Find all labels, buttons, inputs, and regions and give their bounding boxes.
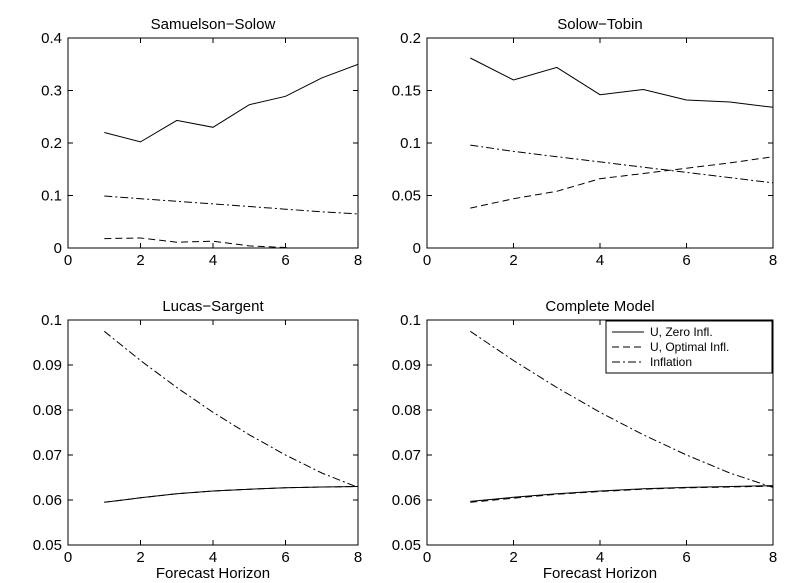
- x-tick-label: 6: [682, 549, 690, 566]
- series-line-dashed: [104, 237, 298, 248]
- x-tick-label: 0: [64, 252, 72, 269]
- x-tick-label: 6: [281, 252, 289, 269]
- y-tick-label: 0.1: [400, 135, 421, 152]
- x-tick-label: 4: [209, 252, 217, 269]
- y-tick-label: 0.08: [33, 402, 62, 419]
- x-tick-label: 2: [509, 549, 517, 566]
- y-tick-label: 0: [54, 240, 62, 257]
- x-tick-label: 0: [423, 549, 431, 566]
- series-line-dashed: [470, 156, 773, 209]
- y-tick-label: 0.1: [400, 312, 421, 329]
- legend-label: Inflation: [650, 355, 692, 369]
- x-tick-label: 2: [136, 549, 144, 566]
- y-tick-label: 0.06: [33, 492, 62, 509]
- x-tick-label: 6: [281, 549, 289, 566]
- x-tick-label: 4: [596, 549, 604, 566]
- x-tick-label: 8: [354, 549, 362, 566]
- y-tick-label: 0.08: [392, 402, 421, 419]
- series-line-solid: [104, 486, 358, 503]
- legend-box: [605, 320, 773, 374]
- chart-title: Samuelson−Solow: [151, 16, 276, 33]
- chart-title: Solow−Tobin: [557, 16, 642, 33]
- axes-frame: [426, 37, 774, 249]
- y-tick-label: 0.1: [41, 312, 62, 329]
- x-tick-label: 2: [136, 252, 144, 269]
- chart-title: Lucas−Sargent: [162, 298, 264, 315]
- series-line-dashed: [104, 486, 358, 503]
- legend-label: U, Zero Infl.: [650, 325, 713, 339]
- y-tick-label: 0.06: [392, 492, 421, 509]
- x-tick-label: 4: [596, 252, 604, 269]
- series-line-solid: [470, 485, 773, 502]
- series-line-dashdot: [470, 144, 773, 184]
- series-line-solid: [470, 57, 773, 108]
- series-line-dashdot: [103, 330, 358, 488]
- x-tick-label: 6: [682, 252, 690, 269]
- y-tick-label: 0.07: [392, 447, 421, 464]
- axes-frame: [67, 37, 359, 249]
- series-line-dashed: [470, 485, 773, 503]
- subplot-2: Solow−Tobin 0 2 4 6 8 0 0.05 0.1 0.15 0.2: [392, 16, 777, 269]
- y-tick-label: 0.05: [33, 537, 62, 554]
- subplot-3: Lucas−Sargent 0 2 4 6 8 0.05 0.06 0.07 0.08 0.09 0.…: [33, 298, 362, 582]
- y-tick-label: 0.05: [392, 188, 421, 205]
- chart-title: Complete Model: [545, 298, 654, 315]
- y-tick-label: 0.05: [392, 537, 421, 554]
- x-tick-label: 8: [354, 252, 362, 269]
- x-tick-label: 0: [423, 252, 431, 269]
- series-line-dashdot: [470, 330, 773, 488]
- x-tick-label: 8: [769, 252, 777, 269]
- y-tick-label: 0.09: [33, 357, 62, 374]
- y-tick-label: 0.1: [41, 188, 62, 205]
- x-axis-label: Forecast Horizon: [156, 565, 270, 582]
- axes-frame: [67, 319, 359, 546]
- legend: U, Zero Infl.U, Optimal Infl.Inflation: [605, 320, 773, 374]
- x-tick-label: 0: [64, 549, 72, 566]
- y-tick-label: 0.09: [392, 357, 421, 374]
- y-tick-label: 0.2: [400, 30, 421, 47]
- y-tick-label: 0.4: [41, 30, 62, 47]
- y-tick-label: 0.2: [41, 135, 62, 152]
- x-tick-label: 2: [509, 252, 517, 269]
- legend-label: U, Optimal Infl.: [650, 340, 729, 354]
- y-tick-label: 0.07: [33, 447, 62, 464]
- x-tick-label: 8: [769, 549, 777, 566]
- y-tick-label: 0.3: [41, 83, 62, 100]
- y-tick-label: 0.15: [392, 83, 421, 100]
- series-line-dashdot: [104, 195, 358, 215]
- series-line-solid: [104, 63, 358, 143]
- subplot-4: Complete Model 0 2 4 6 8 0.05 0.06 0.07 0.08 0.09 0…: [392, 298, 777, 582]
- x-axis-label: Forecast Horizon: [543, 565, 657, 582]
- y-tick-label: 0: [413, 240, 421, 257]
- subplot-1: Samuelson−Solow 0 2 4 6 8 0 0.1 0.2 0.3 0.4: [41, 16, 362, 269]
- x-tick-label: 4: [209, 549, 217, 566]
